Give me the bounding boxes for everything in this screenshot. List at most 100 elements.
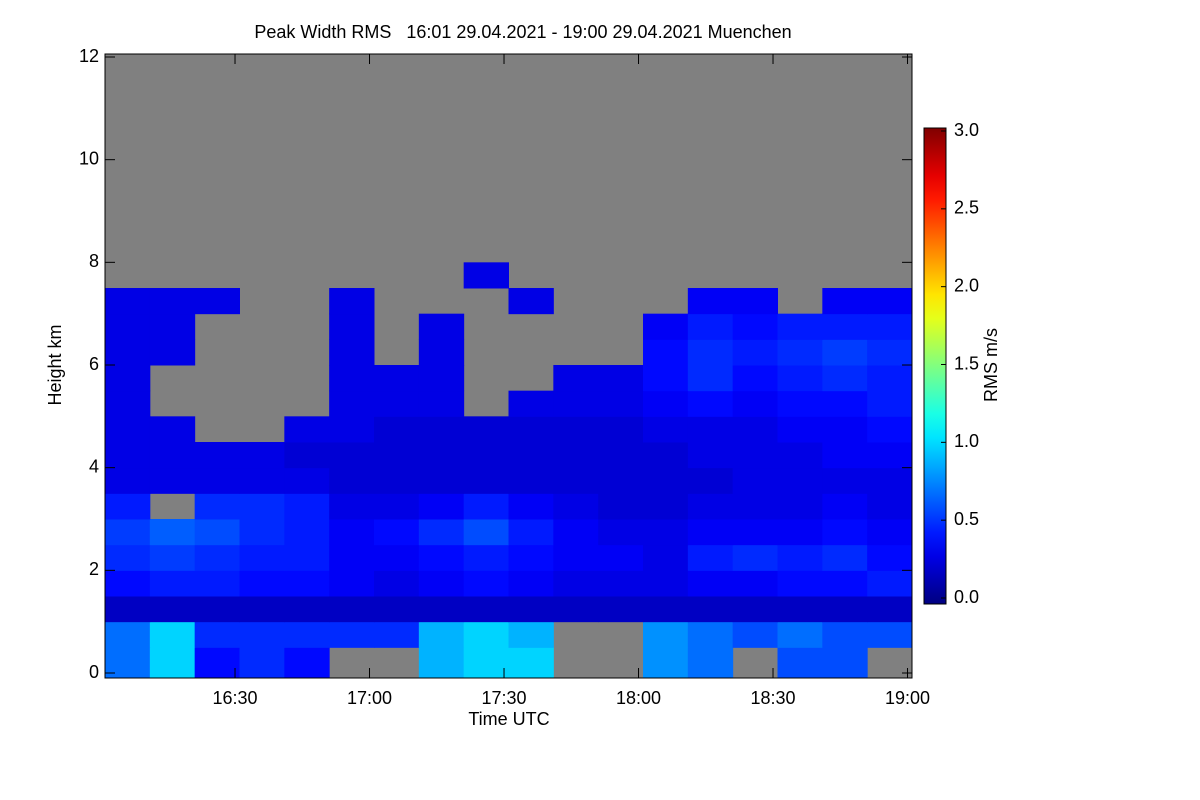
heatmap-cell xyxy=(508,467,554,494)
heatmap-cell xyxy=(867,442,913,469)
heatmap-cell xyxy=(284,416,330,443)
heatmap-cell xyxy=(463,416,509,443)
colorbar-tick-label: 3.0 xyxy=(954,120,979,140)
y-tick-label: 10 xyxy=(79,148,99,168)
heatmap-cell xyxy=(463,467,509,494)
heatmap-cell xyxy=(732,313,778,340)
heatmap-cell xyxy=(149,339,196,366)
heatmap-cell xyxy=(194,596,240,623)
heatmap-cell xyxy=(284,570,330,597)
heatmap-cell xyxy=(687,416,734,443)
heatmap-cell xyxy=(732,570,778,597)
heatmap-cell xyxy=(867,416,913,443)
heatmap-cell xyxy=(418,390,465,417)
heatmap-cell xyxy=(284,442,330,469)
heatmap-cell xyxy=(777,339,823,366)
heatmap-cell xyxy=(687,647,734,679)
heatmap-cell xyxy=(822,416,868,443)
heatmap-cell xyxy=(508,544,554,571)
heatmap-cell xyxy=(463,262,509,289)
heatmap-cell xyxy=(867,519,913,546)
x-tick-label: 18:30 xyxy=(750,688,795,708)
heatmap-cell xyxy=(105,544,151,571)
heatmap-cell xyxy=(687,570,734,597)
heatmap-cell xyxy=(105,596,151,623)
x-tick-label: 18:00 xyxy=(616,688,661,708)
heatmap-cell xyxy=(687,390,734,417)
heatmap-cell xyxy=(553,416,599,443)
heatmap-cell xyxy=(105,313,151,340)
heatmap-cell xyxy=(239,621,285,648)
heatmap-cell xyxy=(553,365,599,392)
heatmap-cell xyxy=(149,288,196,315)
colorbar-tick-label: 1.5 xyxy=(954,353,979,373)
heatmap-cell xyxy=(553,544,599,571)
y-tick-label: 2 xyxy=(89,559,99,579)
heatmap-cell xyxy=(732,467,778,494)
heatmap-cell xyxy=(687,596,734,623)
heatmap-cell xyxy=(463,519,509,546)
heatmap-cell xyxy=(643,647,689,679)
heatmap-cell xyxy=(777,390,823,417)
heatmap-cell xyxy=(194,544,240,571)
heatmap-cell xyxy=(598,570,644,597)
heatmap-cell xyxy=(508,647,554,679)
heatmap-cell xyxy=(284,493,330,520)
heatmap-cell xyxy=(598,596,644,623)
heatmap-cell xyxy=(329,339,375,366)
heatmap-cell xyxy=(687,519,734,546)
heatmap-cell xyxy=(732,288,778,315)
heatmap-cell xyxy=(508,596,554,623)
y-tick-label: 8 xyxy=(89,251,99,271)
chart-title: Peak Width RMS 16:01 29.04.2021 - 19:00 … xyxy=(254,22,791,42)
heatmap-cell xyxy=(329,416,375,443)
heatmap-cell xyxy=(643,570,689,597)
heatmap-cell xyxy=(418,467,465,494)
heatmap-cell xyxy=(284,519,330,546)
heatmap-cell xyxy=(508,442,554,469)
heatmap-cell xyxy=(194,621,240,648)
heatmap-cell xyxy=(463,621,509,648)
heatmap-cell xyxy=(822,288,868,315)
heatmap-cell xyxy=(284,647,330,679)
heatmap-cell xyxy=(149,467,196,494)
heatmap-cell xyxy=(508,493,554,520)
heatmap-cell xyxy=(418,442,465,469)
heatmap-cell xyxy=(553,442,599,469)
heatmap-cell xyxy=(777,519,823,546)
heatmap-cell xyxy=(598,365,644,392)
heatmap-cell xyxy=(867,621,913,648)
heatmap-cell xyxy=(777,596,823,623)
heatmap-cell xyxy=(687,339,734,366)
heatmap-cell xyxy=(105,442,151,469)
y-tick-label: 12 xyxy=(79,46,99,66)
heatmap-cell xyxy=(194,467,240,494)
heatmap-cell xyxy=(284,596,330,623)
heatmap-cell xyxy=(329,519,375,546)
heatmap-cell xyxy=(329,467,375,494)
heatmap-cell xyxy=(687,544,734,571)
heatmap-cell xyxy=(149,313,196,340)
heatmap-cell xyxy=(329,288,375,315)
heatmap-cell xyxy=(643,493,689,520)
heatmap-cell xyxy=(329,442,375,469)
heatmap-cell xyxy=(149,647,196,679)
heatmap-cell xyxy=(822,313,868,340)
heatmap-cell xyxy=(329,313,375,340)
heatmap-cell xyxy=(643,596,689,623)
heatmap-cell xyxy=(105,493,151,520)
heatmap-cell xyxy=(822,365,868,392)
heatmap-cell xyxy=(418,544,465,571)
heatmap-cell xyxy=(463,596,509,623)
heatmap-cell xyxy=(149,519,196,546)
heatmap-cell xyxy=(194,519,240,546)
heatmap-cell xyxy=(643,416,689,443)
heatmap-cell xyxy=(418,596,465,623)
heatmap-cell xyxy=(553,570,599,597)
heatmap-cell xyxy=(553,596,599,623)
heatmap-cell xyxy=(418,339,465,366)
heatmap-cell xyxy=(194,647,240,679)
heatmap-cell xyxy=(777,365,823,392)
